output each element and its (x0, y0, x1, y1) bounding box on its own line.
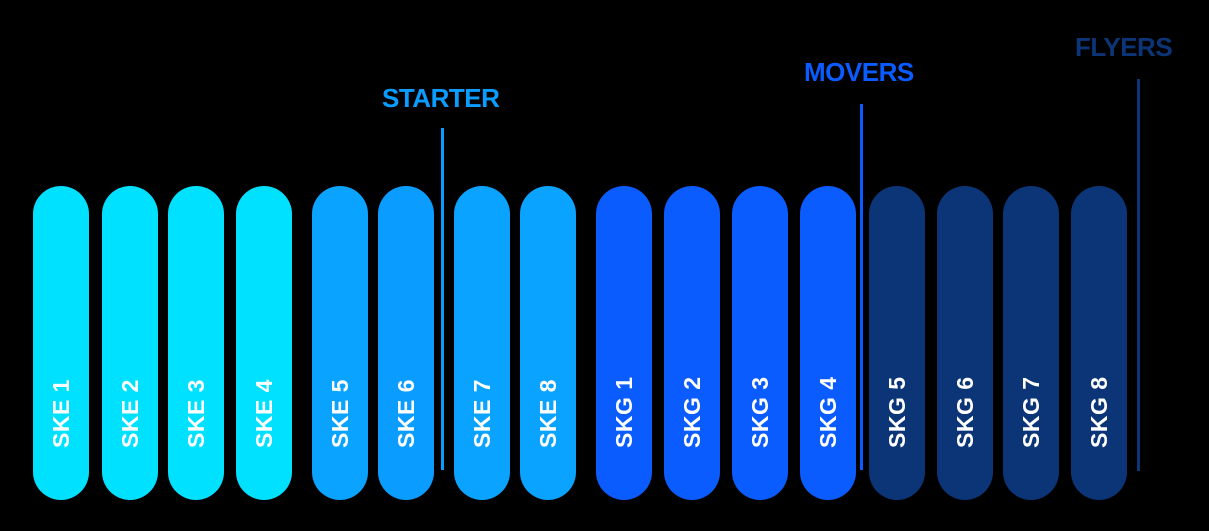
bar-label: SKG 5 (884, 376, 910, 448)
level-bar-ske-6: SKE 6 (378, 186, 434, 500)
level-bar-ske-5: SKE 5 (312, 186, 368, 500)
bar-label: SKE 8 (535, 379, 561, 448)
level-marker-flyers (1137, 79, 1140, 471)
bar-label: SKG 3 (747, 376, 773, 448)
level-bar-skg-4: SKG 4 (800, 186, 856, 500)
level-title-movers: MOVERS (804, 57, 914, 87)
level-bar-skg-2: SKG 2 (664, 186, 720, 500)
level-title-starter: STARTER (382, 83, 500, 113)
bar-label: SKE 4 (251, 379, 277, 448)
bar-label: SKG 7 (1018, 376, 1044, 448)
bar-label: SKE 1 (48, 379, 74, 448)
bar-label: SKE 5 (327, 379, 353, 448)
level-bar-ske-4: SKE 4 (236, 186, 292, 500)
bar-label: SKG 6 (952, 376, 978, 448)
level-bar-ske-1: SKE 1 (33, 186, 89, 500)
level-bar-ske-3: SKE 3 (168, 186, 224, 500)
level-bar-skg-5: SKG 5 (869, 186, 925, 500)
level-bar-skg-6: SKG 6 (937, 186, 993, 500)
bar-label: SKE 7 (469, 379, 495, 448)
level-bar-ske-2: SKE 2 (102, 186, 158, 500)
bar-label: SKG 1 (611, 376, 637, 448)
bar-label: SKE 2 (117, 379, 143, 448)
bar-label: SKE 3 (183, 379, 209, 448)
level-bar-ske-7: SKE 7 (454, 186, 510, 500)
level-title-flyers: FLYERS (1075, 32, 1173, 62)
bar-label: SKE 6 (393, 379, 419, 448)
level-marker-starter (441, 128, 444, 470)
bar-label: SKG 4 (815, 376, 841, 448)
bar-label: SKG 2 (679, 376, 705, 448)
level-bar-skg-7: SKG 7 (1003, 186, 1059, 500)
level-marker-movers (860, 104, 863, 470)
level-bar-skg-3: SKG 3 (732, 186, 788, 500)
level-bar-skg-8: SKG 8 (1071, 186, 1127, 500)
level-bar-skg-1: SKG 1 (596, 186, 652, 500)
bar-label: SKG 8 (1086, 376, 1112, 448)
level-bar-ske-8: SKE 8 (520, 186, 576, 500)
